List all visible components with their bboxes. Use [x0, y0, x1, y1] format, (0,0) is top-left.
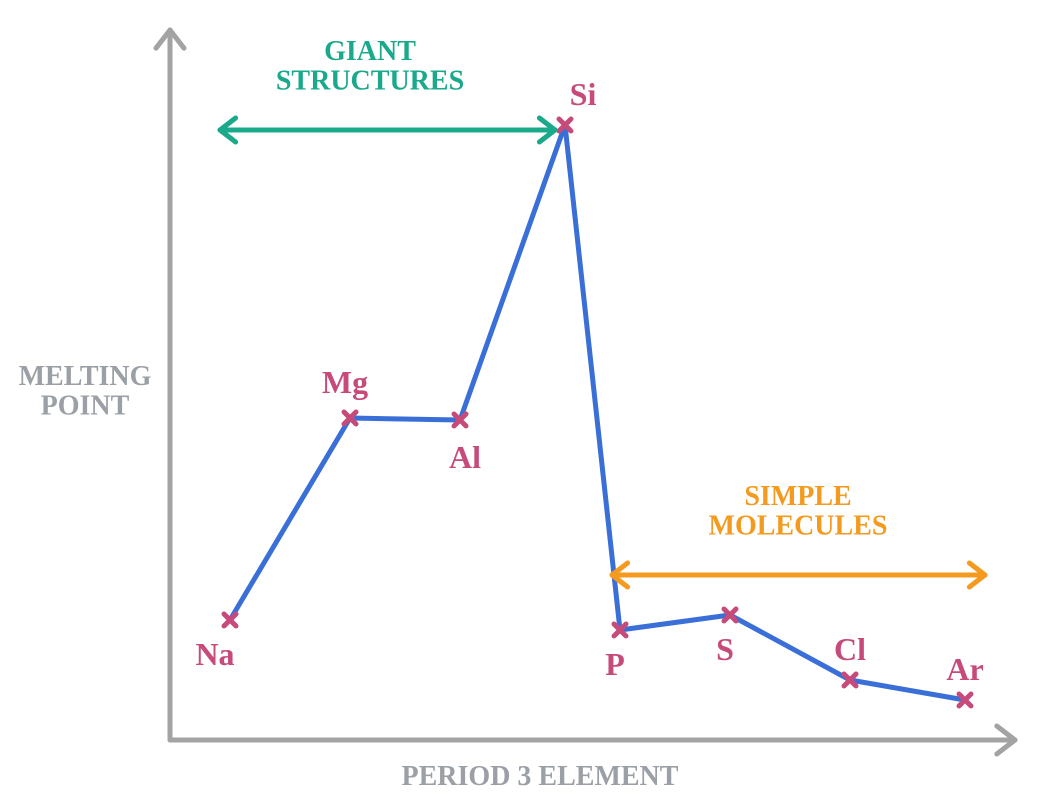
element-label-na: Na — [195, 636, 234, 672]
element-label-si: Si — [570, 76, 597, 112]
element-label-ar: Ar — [946, 651, 983, 687]
simple-molecules-label: SIMPLEMOLECULES — [709, 481, 888, 541]
y-axis-label: MELTINGPOINT — [19, 361, 152, 421]
element-label-s: S — [716, 631, 734, 667]
x-axis-label: PERIOD 3 ELEMENT — [402, 761, 679, 792]
data-point-al: Al — [449, 414, 481, 475]
melting-point-line — [230, 125, 965, 700]
giant-structures-annotation: GIANTSTRUCTURES — [220, 36, 555, 142]
simple-molecules-annotation: SIMPLEMOLECULES — [612, 481, 985, 587]
element-label-al: Al — [449, 439, 481, 475]
data-point-si: Si — [559, 76, 596, 131]
giant-structures-label: GIANTSTRUCTURES — [276, 36, 464, 96]
element-label-mg: Mg — [322, 364, 368, 400]
element-label-p: P — [605, 646, 625, 682]
data-point-na: Na — [195, 614, 236, 672]
data-point-cl: Cl — [834, 631, 866, 686]
data-point-p: P — [605, 624, 626, 682]
element-label-cl: Cl — [834, 631, 866, 667]
data-point-mg: Mg — [322, 364, 368, 424]
